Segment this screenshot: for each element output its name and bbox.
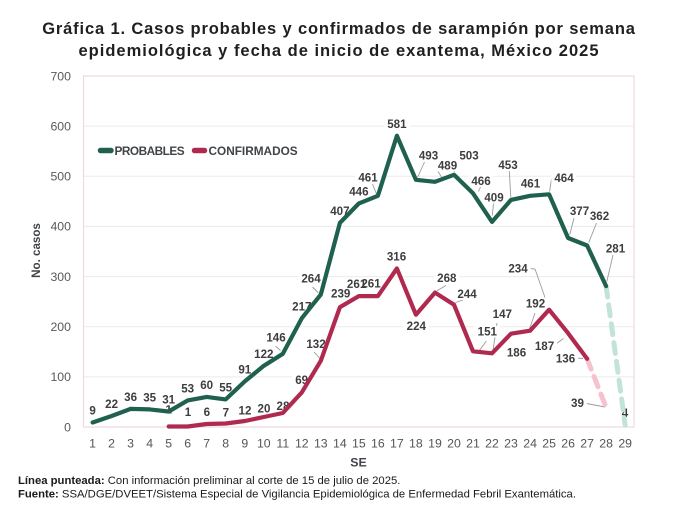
svg-text:136: 136 <box>556 353 576 366</box>
svg-text:53: 53 <box>181 383 194 396</box>
svg-text:132: 132 <box>306 338 325 351</box>
svg-text:18: 18 <box>409 437 423 451</box>
svg-text:7: 7 <box>223 407 229 420</box>
svg-text:6: 6 <box>204 406 211 419</box>
svg-text:13: 13 <box>314 437 328 451</box>
svg-text:377: 377 <box>570 205 589 218</box>
svg-text:12: 12 <box>295 437 309 451</box>
svg-text:464: 464 <box>554 172 574 185</box>
svg-text:55: 55 <box>219 382 232 395</box>
svg-text:4: 4 <box>622 407 629 420</box>
svg-text:Línea punteada: Con informació: Línea punteada: Con información prelimin… <box>18 475 400 487</box>
svg-text:14: 14 <box>333 437 347 451</box>
svg-text:2: 2 <box>108 437 115 451</box>
svg-text:No. casos: No. casos <box>30 223 43 278</box>
svg-text:224: 224 <box>407 320 427 333</box>
svg-text:35: 35 <box>143 392 156 405</box>
svg-text:29: 29 <box>618 437 632 451</box>
svg-text:300: 300 <box>50 270 71 284</box>
svg-text:362: 362 <box>590 210 609 223</box>
svg-text:1: 1 <box>185 406 192 419</box>
svg-text:700: 700 <box>50 69 71 83</box>
svg-text:200: 200 <box>50 320 71 334</box>
svg-text:9: 9 <box>241 437 248 451</box>
svg-text:316: 316 <box>387 251 407 264</box>
svg-text:24: 24 <box>523 437 537 451</box>
svg-text:CONFIRMADOS: CONFIRMADOS <box>209 144 298 158</box>
svg-text:20: 20 <box>258 403 271 416</box>
svg-text:147: 147 <box>493 308 512 321</box>
svg-text:146: 146 <box>266 332 286 345</box>
svg-text:407: 407 <box>330 205 349 218</box>
svg-text:500: 500 <box>50 170 71 184</box>
svg-text:31: 31 <box>162 394 175 407</box>
svg-text:151: 151 <box>478 326 498 339</box>
svg-text:409: 409 <box>484 191 504 204</box>
svg-text:268: 268 <box>437 272 457 285</box>
svg-text:261: 261 <box>361 278 381 291</box>
svg-text:17: 17 <box>390 437 404 451</box>
svg-text:453: 453 <box>498 159 518 172</box>
svg-text:15: 15 <box>352 437 366 451</box>
svg-text:446: 446 <box>349 186 369 199</box>
svg-text:12: 12 <box>239 405 252 418</box>
svg-text:Gráfica 1. Casos probables y c: Gráfica 1. Casos probables y confirmados… <box>42 20 636 38</box>
svg-text:10: 10 <box>257 437 271 451</box>
svg-text:22: 22 <box>485 437 499 451</box>
svg-text:192: 192 <box>526 297 545 310</box>
svg-text:16: 16 <box>371 437 385 451</box>
svg-text:581: 581 <box>387 118 407 131</box>
svg-text:461: 461 <box>521 178 541 191</box>
svg-text:122: 122 <box>254 348 273 361</box>
svg-text:489: 489 <box>438 160 458 173</box>
svg-text:25: 25 <box>542 437 556 451</box>
svg-text:7: 7 <box>203 437 210 451</box>
svg-text:5: 5 <box>165 437 172 451</box>
svg-text:39: 39 <box>571 397 584 410</box>
svg-text:466: 466 <box>471 175 491 188</box>
svg-text:264: 264 <box>301 273 321 286</box>
svg-text:4: 4 <box>146 437 153 451</box>
svg-text:244: 244 <box>457 288 477 301</box>
svg-text:36: 36 <box>124 391 137 404</box>
svg-text:400: 400 <box>50 220 71 234</box>
svg-text:epidemiológica y fecha de inic: epidemiológica y fecha de inicio de exan… <box>78 42 599 60</box>
svg-text:281: 281 <box>606 243 626 256</box>
svg-text:100: 100 <box>50 370 71 384</box>
svg-text:91: 91 <box>238 364 251 377</box>
svg-text:26: 26 <box>561 437 575 451</box>
svg-text:187: 187 <box>535 340 554 353</box>
svg-text:9: 9 <box>89 405 96 418</box>
svg-text:8: 8 <box>222 437 229 451</box>
svg-text:3: 3 <box>127 437 134 451</box>
svg-text:28: 28 <box>599 437 613 451</box>
svg-text:0: 0 <box>64 420 71 434</box>
svg-text:21: 21 <box>466 437 480 451</box>
svg-text:234: 234 <box>508 263 528 276</box>
svg-text:PROBABLES: PROBABLES <box>115 144 185 158</box>
svg-text:11: 11 <box>276 437 289 451</box>
svg-text:22: 22 <box>105 398 118 411</box>
svg-text:23: 23 <box>504 437 518 451</box>
svg-text:Fuente: SSA/DGE/DVEET/Sistema: Fuente: SSA/DGE/DVEET/Sistema Especial d… <box>18 489 576 501</box>
svg-text:600: 600 <box>50 119 71 133</box>
svg-text:261: 261 <box>347 278 367 291</box>
svg-text:20: 20 <box>447 437 461 451</box>
svg-text:27: 27 <box>580 437 594 451</box>
svg-text:19: 19 <box>428 437 442 451</box>
svg-text:6: 6 <box>184 437 191 451</box>
svg-text:60: 60 <box>200 379 213 392</box>
svg-text:1: 1 <box>89 437 96 451</box>
svg-text:503: 503 <box>459 149 479 162</box>
svg-text:239: 239 <box>331 288 351 301</box>
svg-text:SE: SE <box>350 456 366 470</box>
svg-text:186: 186 <box>507 347 527 360</box>
svg-text:493: 493 <box>419 150 439 163</box>
svg-text:461: 461 <box>358 172 378 185</box>
